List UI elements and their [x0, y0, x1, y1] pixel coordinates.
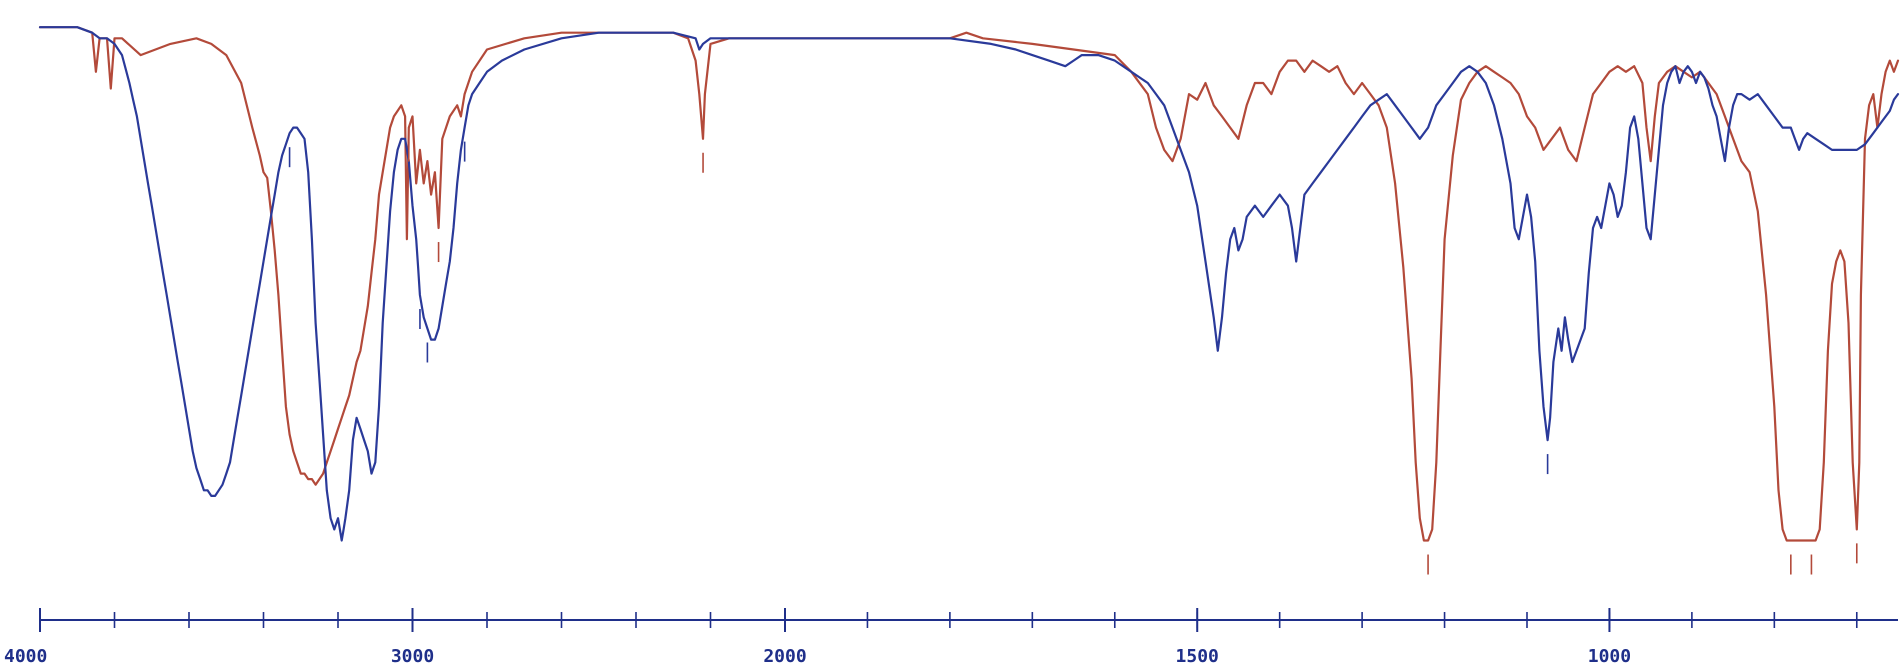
x-tick-label: 4000 [4, 646, 47, 667]
x-axis: 4000 3000 2000 1500 1000 [4, 608, 1898, 667]
x-tick-label: 2000 [763, 646, 806, 667]
spectrum-lines [38, 26, 1900, 542]
spectrum-series-2-line [38, 26, 1900, 542]
spectrum-series-1-line [38, 26, 1900, 542]
x-tick-label: 3000 [391, 646, 434, 667]
x-tick-label: 1500 [1176, 646, 1219, 667]
peak-markers [288, 141, 1858, 575]
x-tick-label: 1000 [1588, 646, 1631, 667]
